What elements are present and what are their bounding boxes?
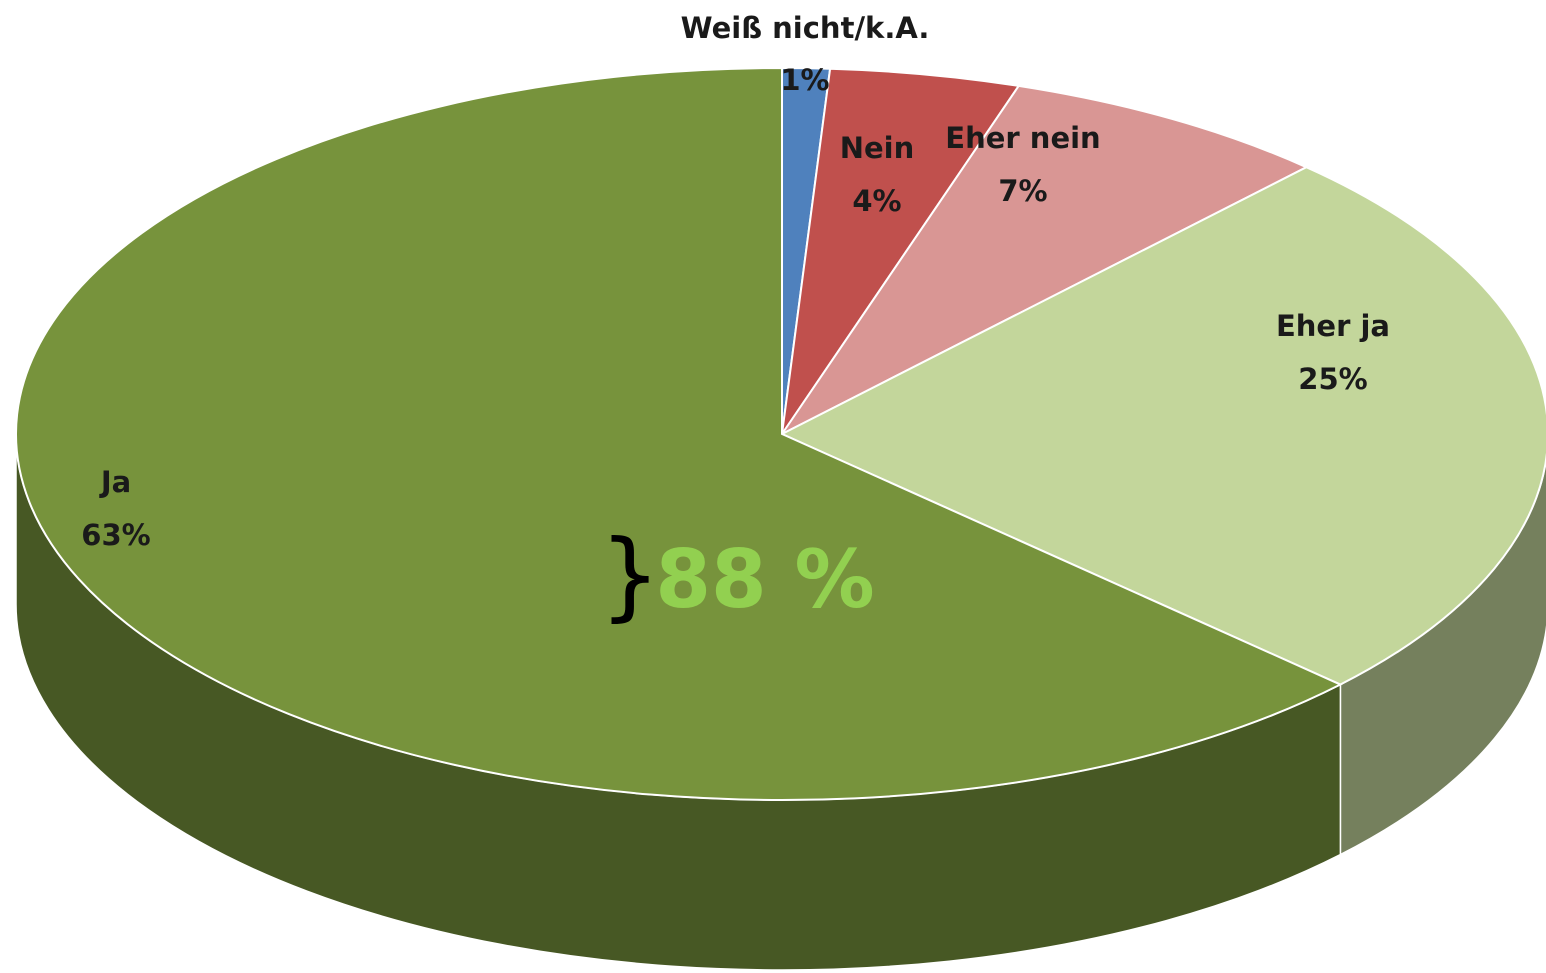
slice-label: Eher ja (1276, 309, 1390, 343)
value-label: 1% (780, 63, 829, 97)
value-label: 7% (998, 174, 1047, 208)
slice (781, 84, 1309, 435)
slice-label: Nein (840, 131, 915, 165)
value-label: 4% (852, 184, 901, 218)
slice (779, 166, 1546, 686)
value-label: 25% (1298, 362, 1367, 396)
annotation-brace: } (599, 519, 660, 631)
slice (781, 67, 1021, 435)
slice (15, 66, 1343, 801)
slice-label: Weiß nicht/k.A. (681, 11, 930, 45)
slice-label: Ja (99, 465, 131, 499)
slice-label: Eher nein (945, 121, 1100, 155)
annotation: 88 % (655, 533, 874, 626)
value-label: 63% (81, 518, 150, 552)
